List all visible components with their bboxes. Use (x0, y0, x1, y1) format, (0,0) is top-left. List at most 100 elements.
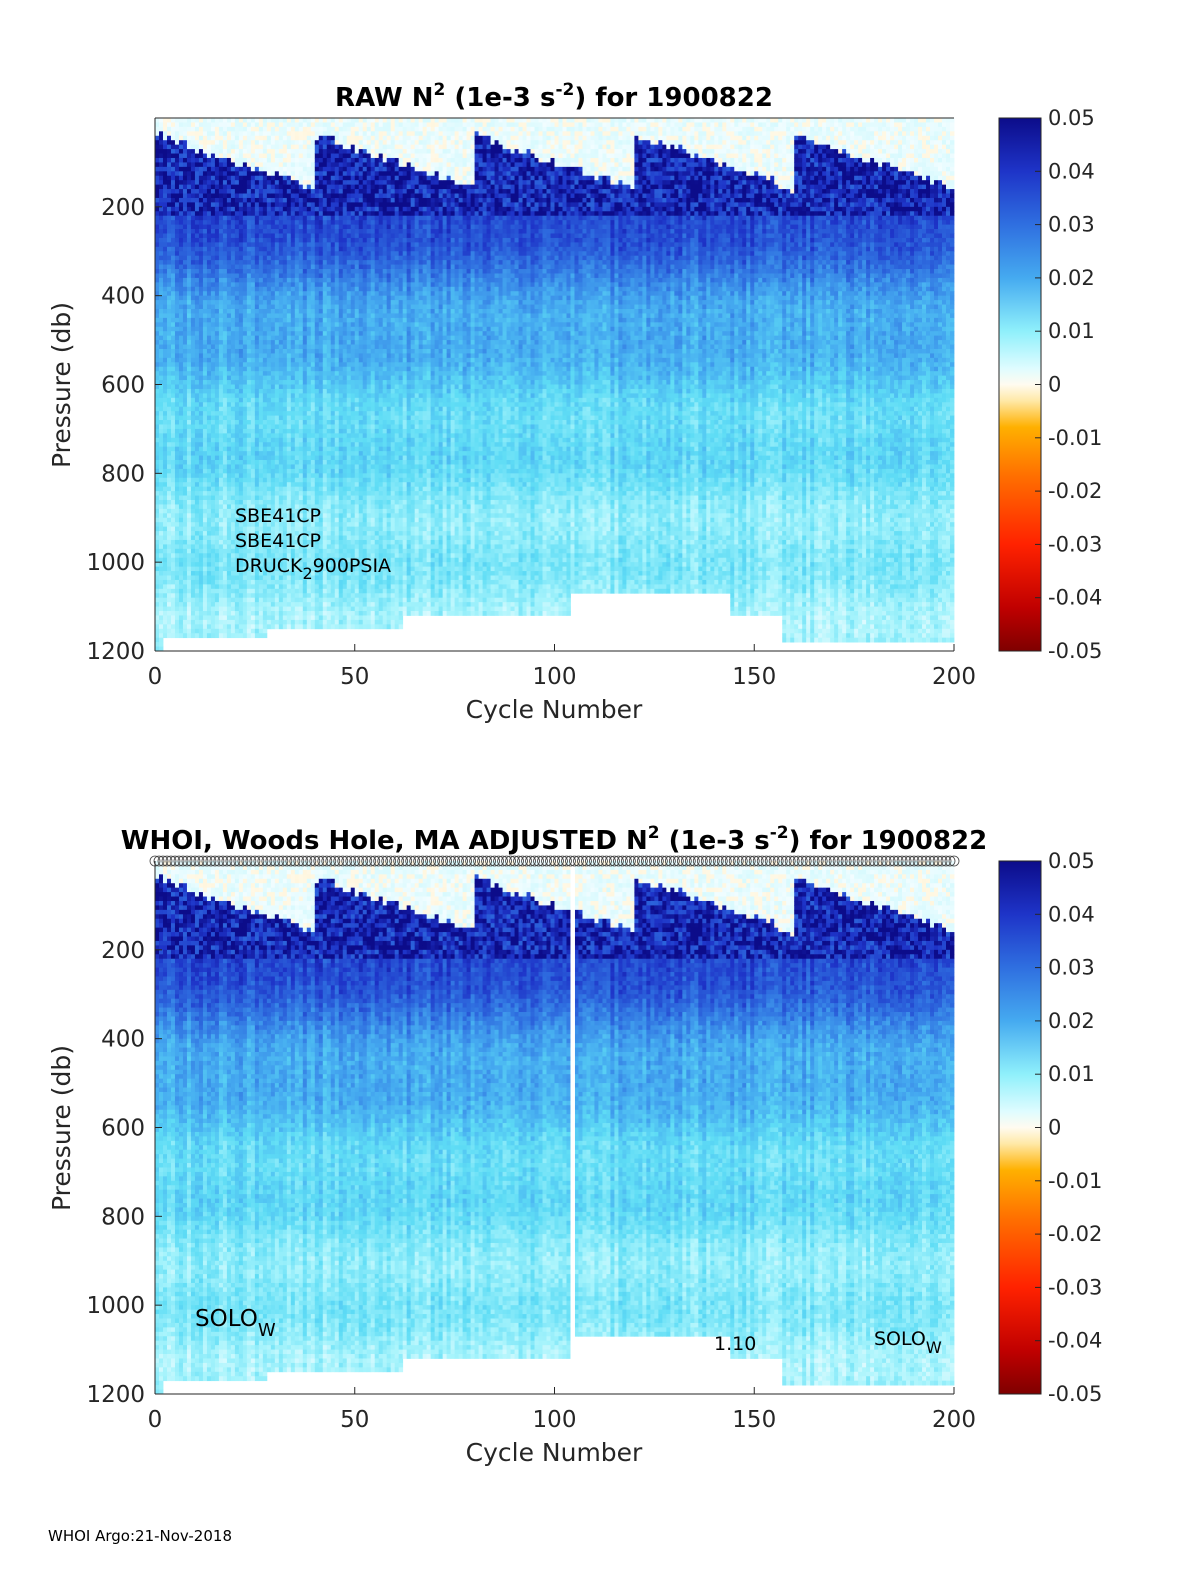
heatmap-cell (235, 291, 239, 296)
heatmap-cell (267, 300, 271, 305)
heatmap-cell (199, 349, 203, 354)
heatmap-cell (219, 127, 223, 132)
heatmap-cell (215, 420, 219, 425)
heatmap-cell (223, 420, 227, 425)
heatmap-cell (183, 278, 187, 283)
heatmap-cell (155, 398, 159, 403)
heatmap-cell (219, 624, 223, 629)
heatmap-cell (163, 398, 167, 403)
heatmap-cell (279, 424, 283, 429)
heatmap-cell (215, 429, 219, 434)
heatmap-cell (263, 327, 267, 332)
heatmap-cell (319, 456, 323, 461)
heatmap-cell (207, 438, 211, 443)
heatmap-cell (303, 233, 307, 238)
heatmap-cell (203, 327, 207, 332)
heatmap-cell (279, 287, 283, 292)
heatmap-cell (259, 340, 263, 345)
heatmap-cell (283, 593, 287, 598)
heatmap-cell (243, 273, 247, 278)
heatmap-cell (163, 491, 167, 496)
heatmap-cell (155, 162, 159, 167)
heatmap-cell (215, 575, 219, 580)
heatmap-cell (311, 358, 315, 363)
heatmap-cell (255, 185, 259, 190)
heatmap-cell (215, 136, 219, 141)
heatmap-cell (163, 340, 167, 345)
heatmap-cell (167, 371, 171, 376)
heatmap-cell (227, 154, 231, 159)
heatmap-cell (255, 398, 259, 403)
heatmap-cell (223, 211, 227, 216)
heatmap-cell (187, 416, 191, 421)
heatmap-cell (211, 202, 215, 207)
heatmap-cell (195, 340, 199, 345)
heatmap-cell (223, 509, 227, 514)
heatmap-cell (227, 393, 231, 398)
heatmap-cell (283, 131, 287, 136)
heatmap-cell (163, 589, 167, 594)
heatmap-cell (163, 456, 167, 461)
heatmap-cell (231, 407, 235, 412)
heatmap-cell (163, 260, 167, 265)
heatmap-cell (291, 598, 295, 603)
heatmap-cell (291, 482, 295, 487)
heatmap-cell (219, 420, 223, 425)
heatmap-cell (323, 473, 327, 478)
heatmap-cell (279, 482, 283, 487)
heatmap-cell (195, 469, 199, 474)
heatmap-cell (295, 185, 299, 190)
heatmap-cell (283, 309, 287, 314)
heatmap-cell (287, 620, 291, 625)
heatmap-cell (279, 202, 283, 207)
heatmap-cell (255, 407, 259, 412)
heatmap-cell (155, 504, 159, 509)
heatmap-cell (295, 402, 299, 407)
heatmap-cell (211, 380, 215, 385)
heatmap-cell (283, 238, 287, 243)
heatmap-cell (319, 340, 323, 345)
heatmap-cell (219, 549, 223, 554)
heatmap-cell (263, 491, 267, 496)
heatmap-cell (171, 558, 175, 563)
heatmap-cell (231, 602, 235, 607)
heatmap-cell (195, 584, 199, 589)
heatmap-cell (311, 194, 315, 199)
heatmap-cell (255, 180, 259, 185)
heatmap-cell (279, 442, 283, 447)
heatmap-cell (171, 127, 175, 132)
heatmap-cell (207, 389, 211, 394)
heatmap-cell (203, 509, 207, 514)
heatmap-cell (167, 291, 171, 296)
heatmap-cell (203, 433, 207, 438)
heatmap-cell (287, 136, 291, 141)
heatmap-cell (267, 278, 271, 283)
heatmap-cell (255, 322, 259, 327)
heatmap-cell (259, 256, 263, 261)
heatmap-cell (267, 460, 271, 465)
heatmap-cell (179, 207, 183, 212)
heatmap-cell (295, 433, 299, 438)
heatmap-cell (315, 300, 319, 305)
heatmap-cell (255, 438, 259, 443)
heatmap-cell (227, 185, 231, 190)
heatmap-cell (255, 464, 259, 469)
heatmap-cell (235, 273, 239, 278)
heatmap-cell (195, 611, 199, 616)
heatmap-cell (207, 176, 211, 181)
heatmap-cell (243, 402, 247, 407)
heatmap-cell (271, 340, 275, 345)
heatmap-cell (175, 504, 179, 509)
heatmap-cell (207, 371, 211, 376)
heatmap-cell (207, 540, 211, 545)
heatmap-cell (207, 536, 211, 541)
heatmap-cell (307, 558, 311, 563)
heatmap-cell (299, 380, 303, 385)
heatmap-cell (251, 269, 255, 274)
heatmap-cell (191, 513, 195, 518)
heatmap-cell (219, 220, 223, 225)
heatmap-cell (227, 247, 231, 252)
heatmap-cell (215, 256, 219, 261)
heatmap-cell (219, 185, 223, 190)
heatmap-cell (163, 385, 167, 390)
